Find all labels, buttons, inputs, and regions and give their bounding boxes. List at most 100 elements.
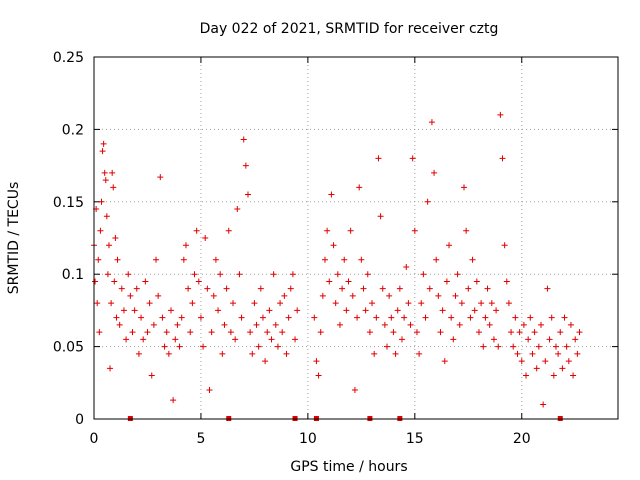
data-point [392, 350, 399, 357]
y-axis-label: SRMTID / TECUs [6, 182, 22, 295]
data-point [274, 343, 281, 350]
data-point [379, 285, 386, 292]
data-point [125, 271, 132, 278]
data-point [142, 278, 149, 285]
data-point [105, 242, 112, 249]
data-point [197, 314, 204, 321]
x-axis-label: GPS time / hours [290, 459, 407, 475]
data-point [138, 314, 145, 321]
data-point [266, 307, 273, 314]
data-point [174, 321, 181, 328]
data-point [347, 227, 354, 234]
data-point [518, 358, 525, 365]
data-point [557, 329, 564, 336]
data-point [247, 329, 254, 336]
data-point [358, 256, 365, 263]
data-point [315, 372, 322, 379]
data-point [217, 271, 224, 278]
data-point [544, 285, 551, 292]
data-point [281, 292, 288, 299]
data-point [277, 300, 284, 307]
data-point [475, 329, 482, 336]
data-point [157, 174, 164, 181]
data-point [242, 162, 249, 169]
data-point [371, 350, 378, 357]
data-point [396, 285, 403, 292]
data-point [465, 285, 472, 292]
data-point [535, 343, 542, 350]
data-point [443, 278, 450, 285]
data-point [478, 300, 485, 307]
data-point [555, 350, 562, 357]
data-point [107, 365, 114, 372]
data-point [525, 336, 532, 343]
data-point [516, 329, 523, 336]
data-point [103, 213, 110, 220]
data-point [418, 300, 425, 307]
data-point [576, 329, 583, 336]
x-tick-label: 15 [406, 431, 424, 447]
data-point [482, 314, 489, 321]
data-point [388, 314, 395, 321]
data-point [450, 336, 457, 343]
data-point [249, 350, 256, 357]
data-point [512, 314, 519, 321]
y-tick-label: 0.05 [53, 340, 84, 356]
y-tick-label: 0.1 [62, 267, 84, 283]
data-point [159, 314, 166, 321]
data-point [411, 227, 418, 234]
data-point [234, 206, 241, 213]
x-tick-label: 10 [299, 431, 317, 447]
x-tick-label: 20 [513, 431, 531, 447]
data-point [413, 329, 420, 336]
data-point [200, 343, 207, 350]
data-point [394, 307, 401, 314]
data-point [155, 292, 162, 299]
data-point [98, 198, 105, 205]
grid-lines [94, 57, 618, 419]
x-tick-label: 5 [196, 431, 205, 447]
data-point [104, 271, 111, 278]
data-point [381, 321, 388, 328]
data-point [97, 227, 104, 234]
data-point [431, 169, 438, 176]
data-point [95, 256, 102, 263]
data-point [101, 169, 108, 176]
data-point [422, 314, 429, 321]
data-point [202, 235, 209, 241]
data-point [548, 314, 555, 321]
data-point [369, 300, 376, 307]
data-point [163, 329, 170, 336]
data-point [407, 321, 414, 328]
data-point [552, 343, 559, 350]
data-point [259, 314, 266, 321]
data-point [386, 292, 393, 299]
data-point [565, 358, 572, 365]
data-point [437, 329, 444, 336]
data-point [236, 271, 243, 278]
data-point [176, 343, 183, 350]
data-point [172, 336, 179, 343]
data-point [471, 307, 478, 314]
data-point [538, 321, 545, 328]
data-point [405, 300, 412, 307]
data-point [533, 365, 540, 372]
data-point [514, 350, 521, 357]
data-point [170, 397, 177, 404]
data-point [255, 343, 262, 350]
data-points [91, 111, 583, 408]
data-point [574, 350, 581, 357]
data-point [272, 321, 279, 328]
data-point [110, 184, 117, 191]
data-point [116, 321, 123, 328]
data-point [336, 321, 343, 328]
data-point [99, 148, 106, 155]
data-point [416, 350, 423, 357]
data-point [390, 329, 397, 336]
data-point [165, 350, 172, 357]
data-point [403, 263, 410, 270]
data-point [373, 314, 380, 321]
data-point [187, 329, 194, 336]
data-point [283, 350, 290, 357]
x-tick-label: 0 [90, 431, 99, 447]
